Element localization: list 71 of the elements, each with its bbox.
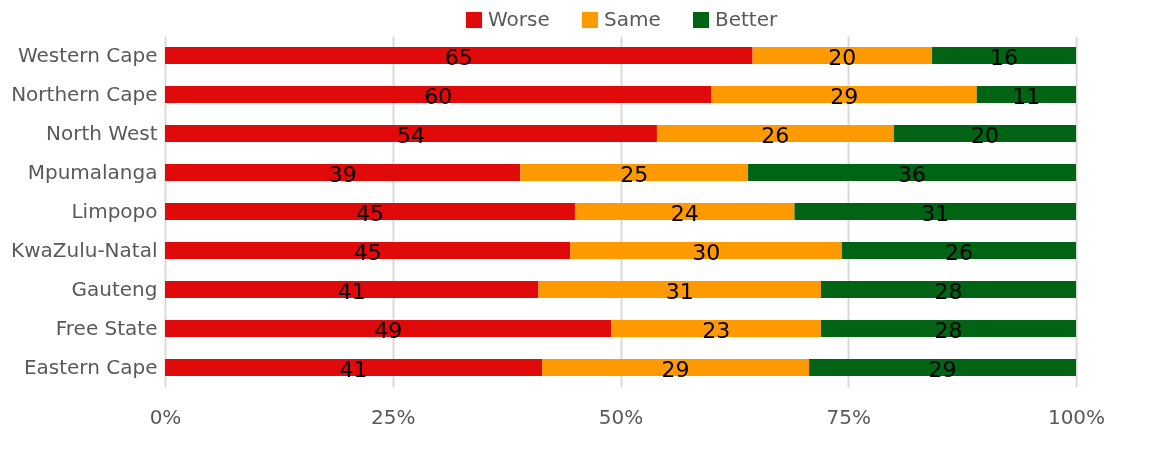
- data-label: 65: [444, 44, 473, 70]
- data-label: 26: [761, 122, 790, 148]
- legend-label: Worse: [488, 7, 550, 31]
- bar: [520, 163, 749, 182]
- legend-label: Better: [715, 7, 779, 31]
- bar: [893, 124, 1076, 143]
- data-label: 11: [1012, 83, 1041, 109]
- bar: [165, 46, 753, 65]
- y-tick-label: Free State: [55, 315, 158, 340]
- bar: [656, 124, 894, 143]
- bar: [165, 319, 612, 338]
- data-label: 41: [337, 278, 366, 304]
- data-label: 31: [665, 278, 694, 304]
- data-label: 26: [944, 239, 973, 265]
- bar: [809, 358, 1076, 377]
- bar: [711, 85, 977, 104]
- data-label: 45: [353, 239, 382, 265]
- bar: [538, 280, 821, 299]
- bar: [748, 163, 1076, 182]
- bar: [165, 163, 521, 182]
- bar: [165, 124, 657, 143]
- x-tick-label: 25%: [371, 404, 416, 429]
- data-label: 25: [620, 161, 649, 187]
- x-tick-label: 100%: [1047, 404, 1106, 429]
- bar: [752, 46, 933, 65]
- bar: [542, 358, 810, 377]
- bar: [932, 46, 1076, 65]
- bar: [574, 202, 795, 221]
- legend-label: Same: [604, 7, 661, 31]
- data-label: 24: [670, 200, 699, 226]
- data-label: 30: [692, 239, 721, 265]
- data-label: 29: [661, 356, 690, 382]
- data-label: 60: [424, 83, 453, 109]
- data-label: 23: [702, 317, 731, 343]
- bar: [794, 202, 1076, 221]
- y-tick-label: Western Cape: [17, 42, 158, 67]
- y-tick-label: Limpopo: [71, 198, 158, 223]
- data-label: 45: [355, 200, 384, 226]
- y-tick-label: North West: [46, 120, 158, 145]
- bar: [820, 280, 1076, 299]
- bar: [611, 319, 821, 338]
- x-tick-label: 0%: [149, 404, 182, 429]
- x-tick-label: 75%: [826, 404, 871, 429]
- data-label: 16: [990, 44, 1019, 70]
- y-tick-label: Mpumalanga: [27, 159, 158, 184]
- data-label: 29: [830, 83, 859, 109]
- y-tick-label: KwaZulu-Natal: [11, 237, 158, 262]
- data-label: 20: [828, 44, 857, 70]
- data-label: 29: [928, 356, 957, 382]
- bar: [165, 280, 539, 299]
- data-label: 28: [934, 278, 963, 304]
- x-tick-label: 50%: [598, 404, 644, 429]
- data-label: 31: [921, 200, 950, 226]
- bar: [820, 319, 1076, 338]
- data-label: 36: [898, 161, 927, 187]
- bar: [165, 202, 575, 221]
- y-tick-label: Gauteng: [71, 276, 158, 301]
- data-label: 28: [934, 317, 963, 343]
- bar: [570, 241, 842, 260]
- bar: [165, 358, 543, 377]
- data-label: 49: [374, 317, 403, 343]
- bar: [165, 241, 571, 260]
- data-label: 20: [970, 122, 999, 148]
- data-label: 39: [328, 161, 357, 187]
- bar: [976, 85, 1076, 104]
- data-label: 41: [339, 356, 368, 382]
- y-tick-label: Northern Cape: [11, 81, 158, 106]
- y-tick-label: Eastern Cape: [23, 354, 158, 379]
- bar: [165, 85, 712, 104]
- data-label: 54: [396, 122, 425, 148]
- bar: [841, 241, 1076, 260]
